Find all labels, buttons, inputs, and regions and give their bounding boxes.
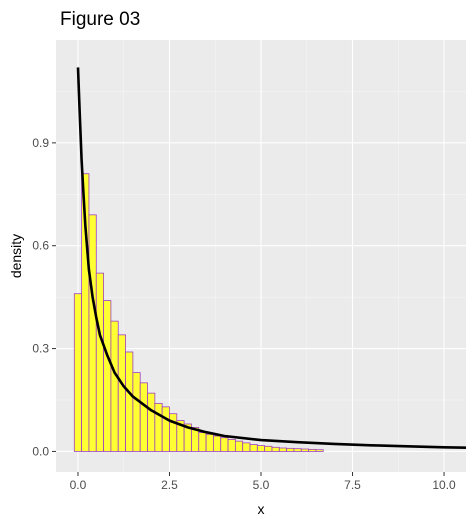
- histogram-bar: [132, 372, 141, 452]
- x-tick-label: 10.0: [432, 478, 456, 492]
- x-axis-title: x: [258, 501, 265, 517]
- histogram-bar: [73, 293, 83, 452]
- histogram-bar: [227, 439, 236, 452]
- x-tick-label: 5.0: [253, 478, 270, 492]
- histogram-bar: [103, 300, 112, 452]
- y-tick-label: 0.6: [32, 239, 49, 253]
- histogram-bar: [139, 382, 148, 452]
- histogram-bar: [234, 440, 244, 452]
- x-tick-label: 7.5: [344, 478, 361, 492]
- chart-title: Figure 03: [60, 9, 140, 30]
- y-axis-title: density: [8, 234, 24, 278]
- histogram-bar: [308, 448, 317, 452]
- histogram-bar: [278, 447, 288, 452]
- y-tick-label: 0.0: [32, 444, 49, 458]
- histogram-bars: [73, 173, 324, 452]
- histogram-bar: [198, 432, 207, 452]
- histogram-bar: [256, 445, 266, 452]
- histogram-bar: [271, 446, 280, 452]
- histogram-bar: [117, 334, 126, 452]
- histogram-bar: [154, 403, 163, 452]
- histogram-bar: [249, 444, 258, 452]
- x-tick-label: 2.5: [161, 478, 178, 492]
- density-curve-layer: [76, 67, 467, 449]
- y-tick-label: 0.3: [32, 342, 49, 356]
- histogram-bar: [264, 445, 273, 452]
- histogram-bar: [220, 437, 229, 452]
- y-tick-label: 0.9: [32, 136, 49, 150]
- x-axis: 0.0 2.5 5.0 7.5 10.0: [70, 472, 456, 492]
- histogram-bar: [286, 447, 295, 452]
- histogram-bar: [110, 320, 119, 452]
- histogram-bar: [95, 272, 104, 452]
- histogram-bar: [293, 448, 302, 452]
- histogram-bar: [147, 392, 156, 452]
- histogram-bar: [213, 435, 222, 452]
- histogram-bar: [169, 413, 178, 452]
- histogram-bar: [242, 442, 251, 452]
- histogram-bar: [88, 214, 97, 452]
- histogram-bar: [161, 406, 170, 452]
- histogram-bar: [315, 449, 324, 452]
- histogram-bar: [125, 351, 134, 452]
- y-axis: 0.0 0.3 0.6 0.9: [32, 136, 56, 458]
- histogram-bar: [205, 433, 214, 452]
- x-tick-label: 0.0: [70, 478, 87, 492]
- histogram-bar: [300, 448, 309, 452]
- density-curve: [76, 67, 467, 449]
